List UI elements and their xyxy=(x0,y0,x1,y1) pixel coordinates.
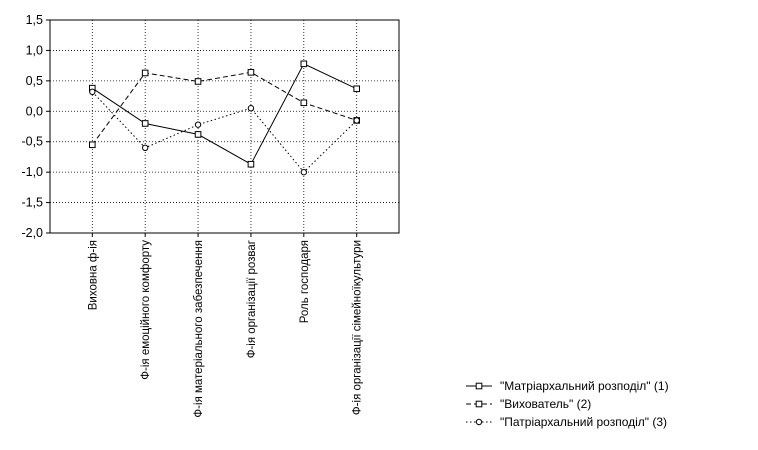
grid-lines xyxy=(50,20,399,233)
legend-marker xyxy=(475,418,483,426)
data-point xyxy=(194,121,202,128)
data-point xyxy=(300,60,308,68)
x-category-label: Ф-ія матеріального забезпечення xyxy=(193,240,205,418)
data-point xyxy=(247,69,255,76)
y-tick-label: -1,5 xyxy=(21,196,43,210)
series-3 xyxy=(89,88,360,176)
legend-label: "Матріархальний розподіл" (1) xyxy=(500,379,669,393)
x-category-label: Роль господаря xyxy=(299,240,311,323)
data-point xyxy=(194,131,202,138)
data-point xyxy=(141,144,149,152)
legend-label: "Вихователь" (2) xyxy=(500,397,591,411)
data-point xyxy=(353,85,360,93)
y-tick-label: -1,0 xyxy=(21,165,43,179)
x-axis: Виховна ф-ія Ф-ія емоційного комфорту Ф-ія… xyxy=(87,233,364,418)
data-point xyxy=(247,105,255,112)
y-tick-label: -2,0 xyxy=(21,226,43,240)
x-category-label: Ф-ія емоційного комфорту xyxy=(140,240,152,380)
legend-label: "Патріархальний розподіл" (3) xyxy=(500,415,667,429)
legend-item: "Матріархальний розподіл" (1) xyxy=(466,379,669,393)
data-point xyxy=(194,78,202,85)
data-point xyxy=(89,88,96,96)
y-tick-label: 1,0 xyxy=(26,43,43,57)
data-point xyxy=(89,141,96,149)
plot-area-frame xyxy=(49,19,400,234)
data-point xyxy=(141,69,149,77)
data-point xyxy=(300,168,308,176)
series-line xyxy=(91,71,357,146)
legend-item: "Патріархальний розподіл" (3) xyxy=(466,415,667,429)
y-tick-label: 1,5 xyxy=(26,13,43,27)
series-line xyxy=(91,91,358,173)
x-category-label: Виховна ф-ія xyxy=(87,240,99,310)
y-tick-label: 0,0 xyxy=(26,104,43,118)
series-layer xyxy=(89,60,360,176)
legend-marker xyxy=(475,382,483,390)
series-1 xyxy=(89,60,360,168)
y-axis: 1,5 1,0 0,5 0,0 -0,5 -1,0 -1,5 -2,0 xyxy=(21,13,50,240)
legend-marker xyxy=(475,400,483,408)
x-category-label: Ф-ія організації розваг xyxy=(246,240,258,358)
y-tick-label: 0,5 xyxy=(26,74,43,88)
data-point xyxy=(141,120,149,127)
x-category-label: Ф-ія організації сімейноїкультури xyxy=(352,240,364,415)
legend: "Матріархальний розподіл" (1) "Вихователь… xyxy=(466,379,669,429)
data-point xyxy=(353,117,360,124)
series-line xyxy=(92,63,357,165)
data-point xyxy=(247,160,255,168)
legend-item: "Вихователь" (2) xyxy=(466,397,591,411)
y-tick-label: -0,5 xyxy=(21,135,43,149)
data-point xyxy=(300,99,308,107)
